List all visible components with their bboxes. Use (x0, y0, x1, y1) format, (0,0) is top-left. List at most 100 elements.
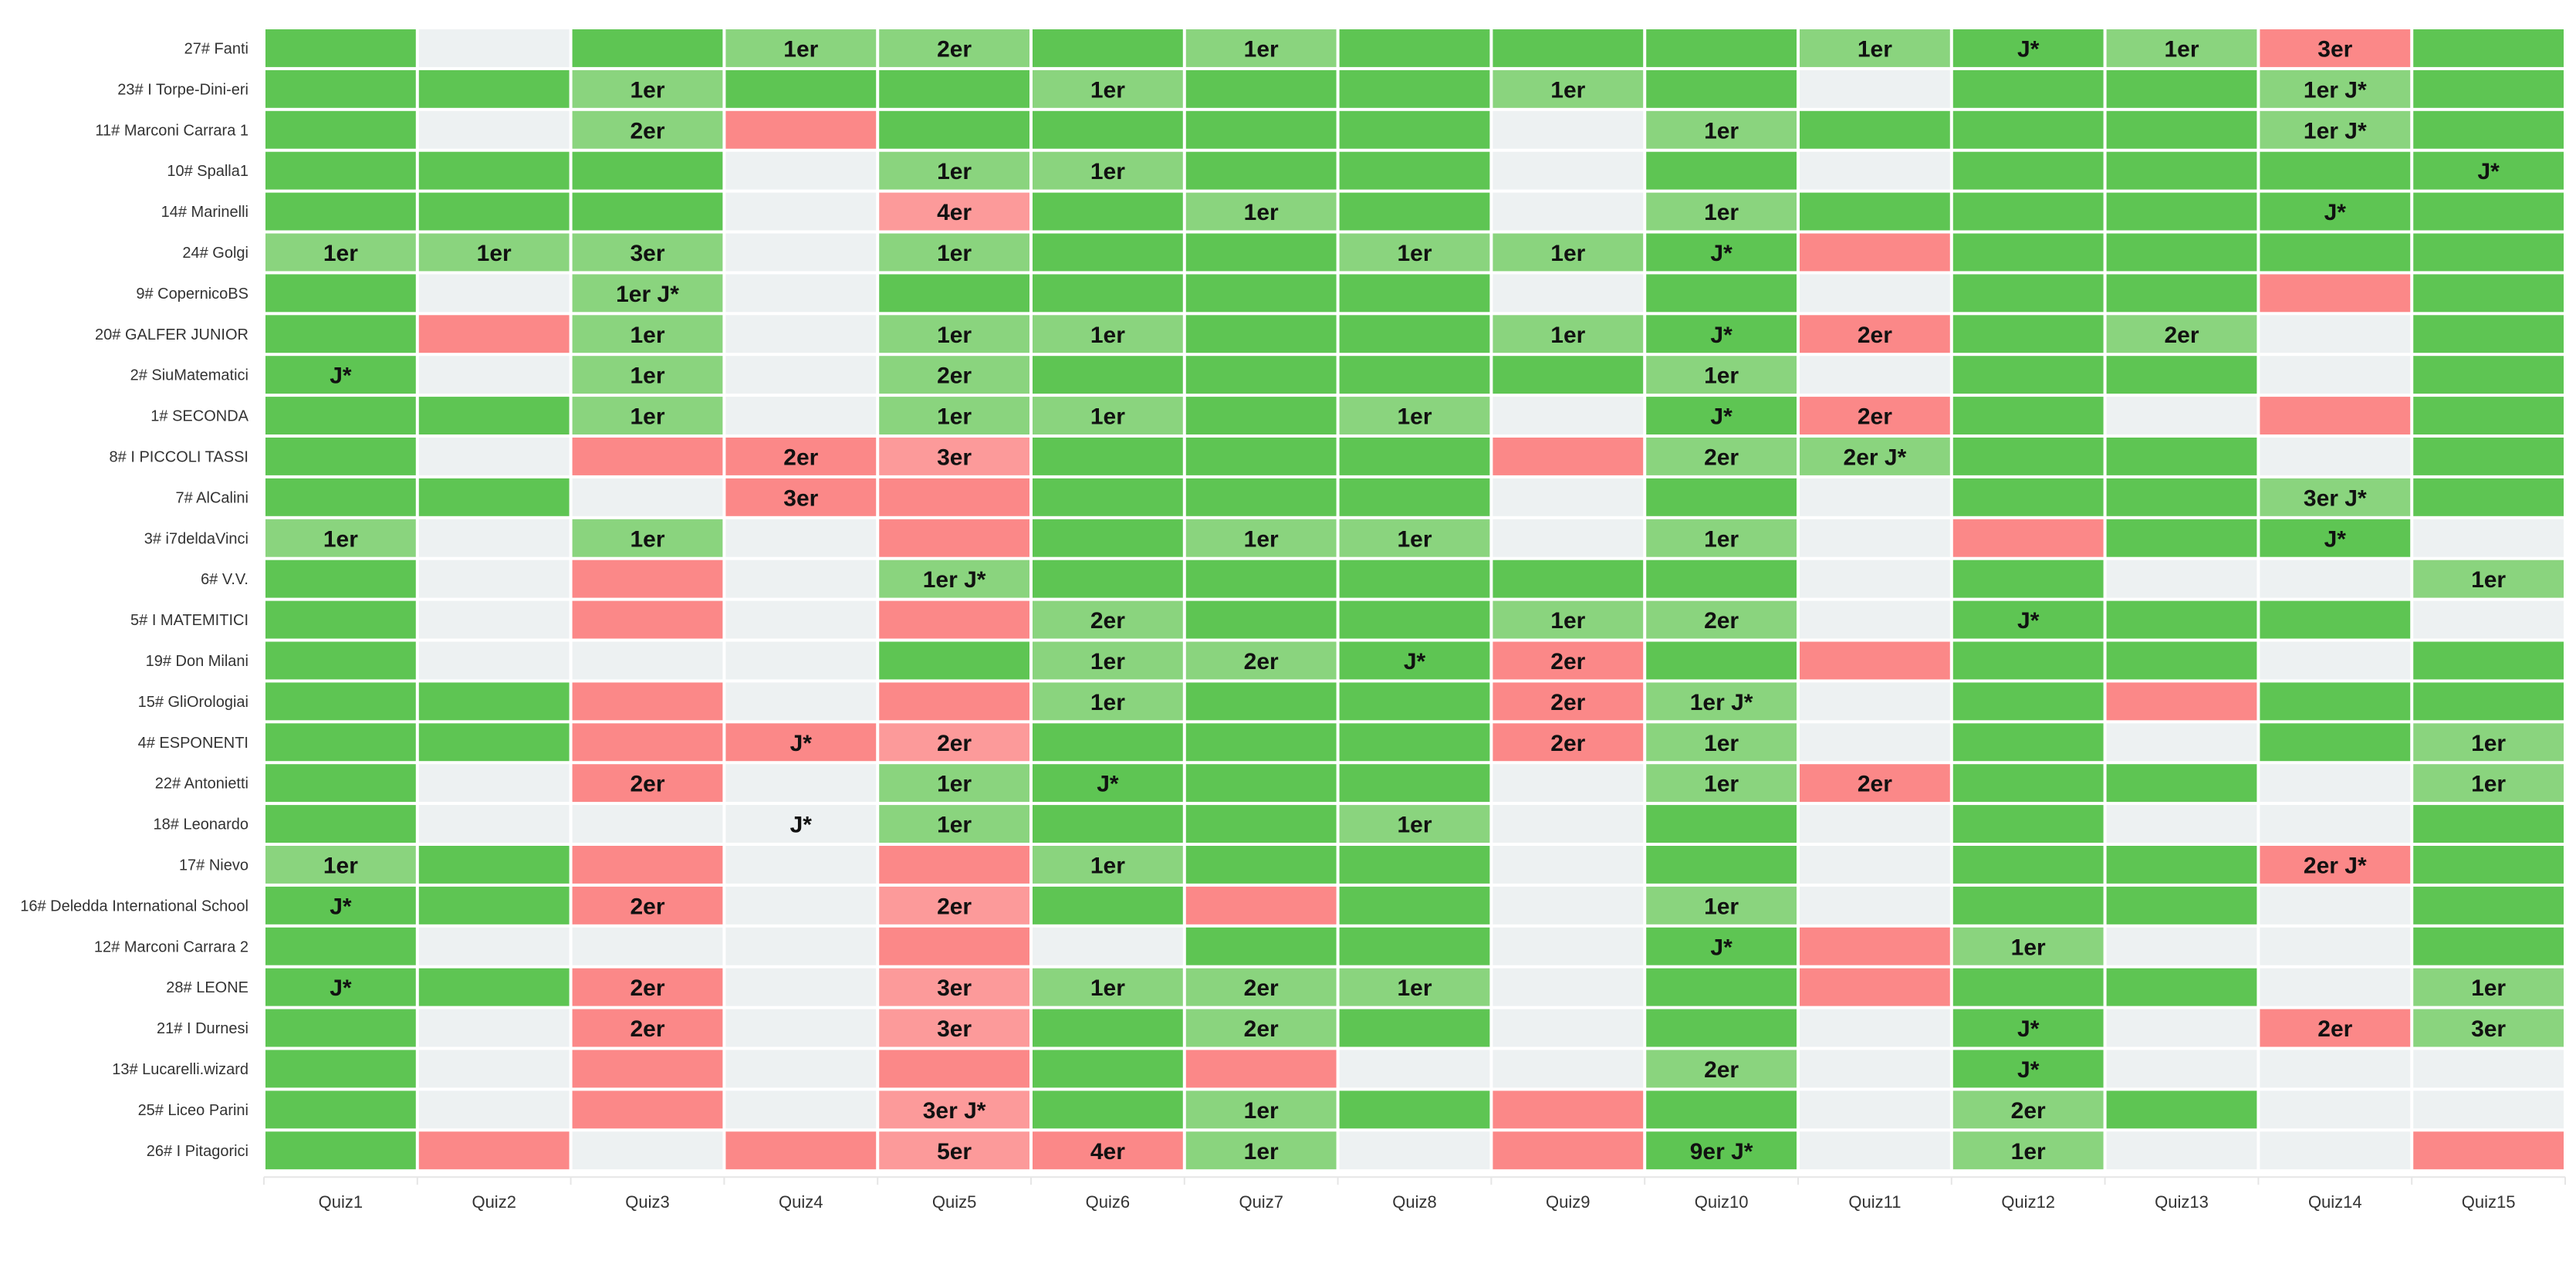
heatmap-cell (418, 192, 570, 231)
heatmap-cell (1185, 274, 1337, 313)
cell-label: 1er (1397, 526, 1432, 552)
heatmap-cell (2106, 356, 2257, 394)
heatmap-cell (418, 29, 570, 67)
heatmap-cell (1952, 151, 2104, 190)
heatmap-cell (1033, 356, 1183, 394)
heatmap-cell (725, 600, 877, 639)
heatmap-cell (572, 519, 723, 557)
row-label: 11# Marconi Carrara 1 (95, 122, 248, 139)
row-label: 13# Lucarelli.wizard (112, 1061, 248, 1078)
cell-label: 1er (2471, 975, 2506, 1001)
heatmap-cell (1800, 519, 1950, 557)
heatmap-cell (1185, 356, 1337, 394)
heatmap-cell (2413, 438, 2564, 475)
heatmap-cell (1646, 110, 1797, 149)
cell-label: 1er (783, 36, 818, 62)
heatmap-cell (1800, 356, 1950, 394)
heatmap-cell (725, 397, 877, 434)
heatmap-cell (2413, 233, 2564, 272)
heatmap-cell (879, 1131, 1029, 1170)
heatmap-cell (572, 560, 723, 598)
heatmap-cell (572, 356, 723, 394)
heatmap-cell (2106, 723, 2257, 762)
column-label: Quiz3 (625, 1192, 669, 1212)
cell-label: 2er (937, 363, 972, 389)
heatmap-cell (2413, 846, 2564, 884)
row-label: 14# Marinelli (161, 204, 248, 221)
cell-label: 1er (937, 159, 972, 184)
heatmap-cell (1033, 805, 1183, 843)
heatmap-cell (265, 927, 416, 965)
cell-label: 1er (1090, 77, 1125, 103)
cell-label: 3er J* (923, 1098, 986, 1124)
heatmap-cell (265, 1131, 416, 1170)
heatmap-cell (1646, 1090, 1797, 1129)
heatmap-cell (879, 29, 1029, 67)
heatmap-cell (265, 1009, 416, 1047)
heatmap-cell (1339, 560, 1490, 598)
heatmap-cell (1952, 315, 2104, 353)
heatmap-cell (572, 233, 723, 272)
column-label: Quiz14 (2308, 1192, 2362, 1212)
heatmap-cell (1493, 315, 1644, 353)
heatmap-cell (879, 1050, 1029, 1088)
heatmap-cell (1185, 233, 1337, 272)
heatmap-cell (265, 29, 416, 67)
heatmap-cell (1033, 641, 1183, 680)
cell-label: 1er (630, 77, 664, 103)
cell-label: 3er (937, 1016, 972, 1042)
heatmap-cell (2106, 764, 2257, 803)
heatmap-cell (1033, 29, 1183, 67)
heatmap-cell (2260, 274, 2411, 313)
cell-label: 1er (2011, 935, 2046, 960)
cell-label: 1er (1704, 772, 1739, 797)
heatmap-cell (1952, 1050, 2104, 1088)
heatmap-cell (572, 1090, 723, 1129)
heatmap-cell (572, 723, 723, 762)
heatmap-cell (1185, 438, 1337, 475)
cell-label: 1er (1090, 649, 1125, 674)
cell-label: 1er (1704, 526, 1739, 552)
heatmap-cell (418, 846, 570, 884)
heatmap-cell (1800, 886, 1950, 925)
row-label: 23# I Torpe-Dini-eri (117, 81, 248, 98)
cell-label: 2er (630, 894, 664, 919)
heatmap-cell (265, 641, 416, 680)
heatmap-cell (2106, 968, 2257, 1006)
heatmap-cell (1800, 764, 1950, 803)
heatmap-cell (572, 110, 723, 149)
cell-label: 1er (1704, 200, 1739, 225)
heatmap-cell (725, 1050, 877, 1088)
heatmap-cell (418, 397, 570, 434)
heatmap-cell (1646, 764, 1797, 803)
heatmap-cell (1033, 1131, 1183, 1170)
heatmap-cell (418, 641, 570, 680)
heatmap-cell (1800, 1090, 1950, 1129)
cell-label: 1er (1550, 241, 1585, 266)
column-label: Quiz8 (1392, 1192, 1436, 1212)
cell-label: 1er (1244, 526, 1279, 552)
heatmap-cell (879, 723, 1029, 762)
x-axis: Quiz1 Quiz2 Quiz3 Quiz4 Quiz5 Quiz6 Quiz7 Quiz8… (263, 1176, 2566, 1212)
column-label: Quiz2 (472, 1192, 516, 1212)
heatmap-cell (879, 560, 1029, 598)
heatmap-cell (1646, 69, 1797, 108)
heatmap-cell (1800, 968, 1950, 1006)
heatmap-cell (725, 274, 877, 313)
heatmap-cell (1033, 1009, 1183, 1047)
heatmap-cell (1185, 682, 1337, 721)
cell-label: 2er (2011, 1098, 2046, 1124)
heatmap-cell (1185, 1050, 1337, 1088)
cell-label: 3er (783, 485, 818, 511)
cell-label: 1er (1090, 323, 1125, 348)
heatmap-cell (725, 438, 877, 475)
heatmap-cell (2260, 927, 2411, 965)
heatmap-cell (1493, 764, 1644, 803)
cell-label: 1er (2471, 567, 2506, 593)
heatmap-cell (2260, 764, 2411, 803)
heatmap-cell (1185, 600, 1337, 639)
heatmap-cell (1339, 151, 1490, 190)
heatmap-cell (1952, 846, 2104, 884)
heatmap-cell (572, 1131, 723, 1170)
heatmap-cell (1339, 29, 1490, 67)
